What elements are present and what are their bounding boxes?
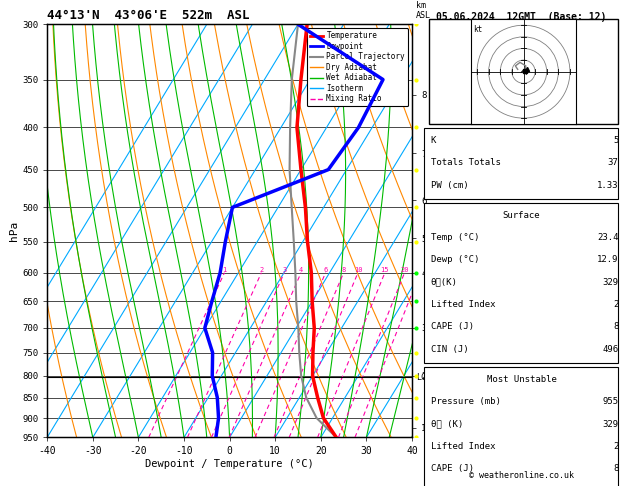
Text: 37: 37 (608, 158, 618, 167)
Text: θᴇ(K): θᴇ(K) (431, 278, 457, 287)
Text: 329: 329 (603, 419, 618, 429)
Text: 2: 2 (259, 267, 264, 273)
Text: θᴇ (K): θᴇ (K) (431, 419, 463, 429)
Text: 2: 2 (613, 300, 618, 309)
Text: LCL: LCL (416, 373, 431, 382)
Text: Lifted Index: Lifted Index (431, 300, 495, 309)
Text: 2: 2 (613, 442, 618, 451)
Text: Dewp (°C): Dewp (°C) (431, 255, 479, 264)
Text: 44°13'N  43°06'E  522m  ASL: 44°13'N 43°06'E 522m ASL (47, 9, 250, 22)
Text: CAPE (J): CAPE (J) (431, 464, 474, 473)
Text: 3: 3 (282, 267, 286, 273)
Text: 955: 955 (603, 397, 618, 406)
Text: Most Unstable: Most Unstable (486, 375, 557, 384)
Text: K: K (431, 136, 436, 145)
Legend: Temperature, Dewpoint, Parcel Trajectory, Dry Adiabat, Wet Adiabat, Isotherm, Mi: Temperature, Dewpoint, Parcel Trajectory… (306, 28, 408, 106)
Bar (428, 19, 618, 124)
Text: 8: 8 (342, 267, 346, 273)
Text: Lifted Index: Lifted Index (431, 442, 495, 451)
Text: PW (cm): PW (cm) (431, 180, 468, 190)
Text: 8: 8 (613, 322, 618, 331)
Text: 5: 5 (613, 136, 618, 145)
X-axis label: Dewpoint / Temperature (°C): Dewpoint / Temperature (°C) (145, 459, 314, 469)
Text: km
ASL: km ASL (416, 1, 431, 20)
Text: 6: 6 (323, 267, 328, 273)
Text: Surface: Surface (503, 210, 540, 220)
Bar (425, 128, 618, 199)
Text: 10: 10 (353, 267, 362, 273)
Text: 12.9: 12.9 (597, 255, 618, 264)
Text: CAPE (J): CAPE (J) (431, 322, 474, 331)
Text: 8: 8 (613, 464, 618, 473)
Text: 1: 1 (222, 267, 226, 273)
Text: CIN (J): CIN (J) (431, 345, 468, 354)
Bar (425, 203, 618, 363)
Bar (425, 367, 618, 486)
Text: 15: 15 (381, 267, 389, 273)
Text: 05.06.2024  12GMT  (Base: 12): 05.06.2024 12GMT (Base: 12) (437, 12, 606, 22)
Y-axis label: hPa: hPa (9, 221, 19, 241)
Text: Pressure (mb): Pressure (mb) (431, 397, 501, 406)
Text: 4: 4 (299, 267, 303, 273)
Text: 1.33: 1.33 (597, 180, 618, 190)
Text: © weatheronline.co.uk: © weatheronline.co.uk (469, 471, 574, 480)
Text: 496: 496 (603, 345, 618, 354)
Text: Temp (°C): Temp (°C) (431, 233, 479, 242)
Text: 23.4: 23.4 (597, 233, 618, 242)
Text: 20: 20 (400, 267, 409, 273)
Text: 329: 329 (603, 278, 618, 287)
Text: Totals Totals: Totals Totals (431, 158, 501, 167)
Text: 25: 25 (416, 267, 425, 273)
